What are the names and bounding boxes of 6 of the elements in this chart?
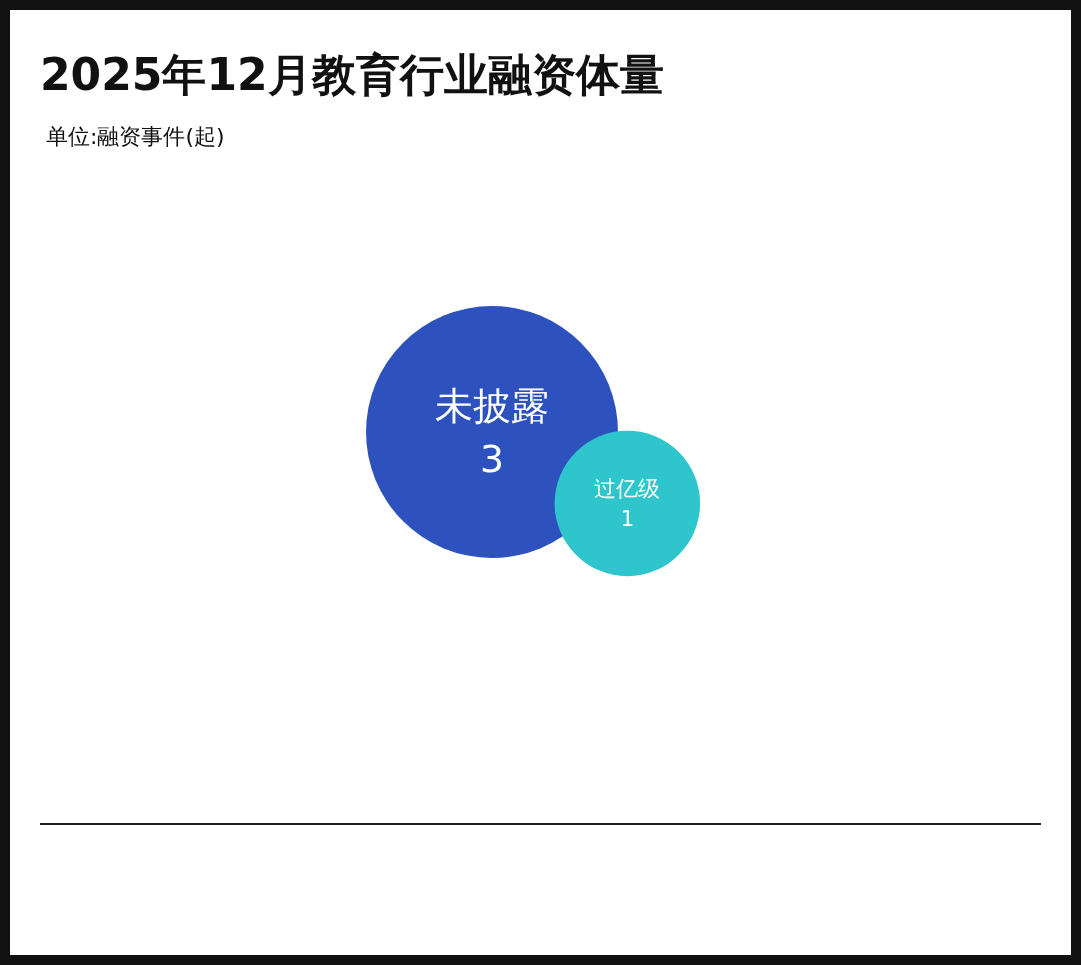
data-label: 1 xyxy=(620,506,635,532)
category-label: 未披露 xyxy=(435,383,549,428)
data-label: 3 xyxy=(479,436,505,481)
text: 单位:融资事件(起) xyxy=(46,124,225,149)
text: 2025年12月教育行业融资体量 xyxy=(40,49,664,100)
category-label: 过亿级 xyxy=(594,475,661,501)
